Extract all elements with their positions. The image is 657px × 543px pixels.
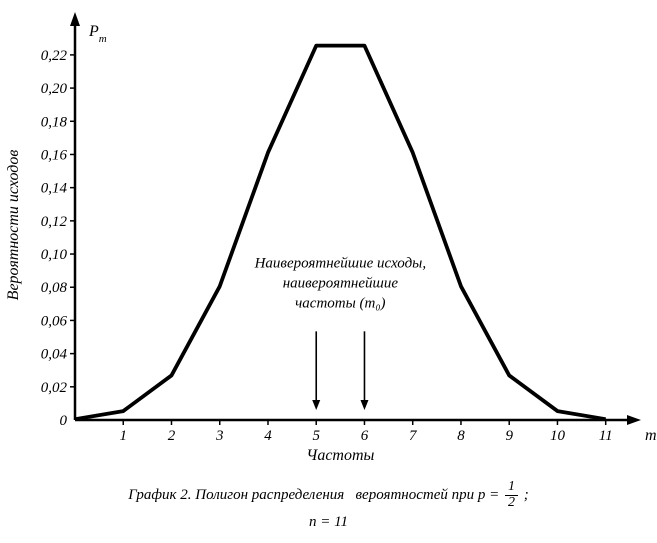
y-tick-label: 0,06 <box>41 313 68 329</box>
x-var-label: m <box>645 427 657 444</box>
y-axis-label: Вероятности исходов <box>5 150 22 301</box>
probability-polygon-chart: 0 0,02 0,04 0,06 0,08 0,10 0,12 0,14 0,16 0,18 0,2… <box>0 0 657 470</box>
figure-caption: График 2. Полигон распределения вероятно… <box>0 480 657 534</box>
y-tick-label: 0,20 <box>41 81 68 97</box>
y-tick-label: 0,08 <box>41 280 68 296</box>
data-series <box>75 46 606 420</box>
x-axis-arrow-icon <box>627 415 641 425</box>
y-tick-label: 0,22 <box>41 48 68 64</box>
x-axis-label: Частоты <box>306 447 374 464</box>
x-tick-label: 7 <box>409 428 418 444</box>
arrow-down-icon <box>312 400 320 410</box>
annotation-line: наивероятнейшие <box>283 275 399 291</box>
caption-line2: n = 11 <box>309 514 348 530</box>
y-tick-label: 0,02 <box>41 380 68 396</box>
x-tick-label: 3 <box>215 428 224 444</box>
x-tick-label: 8 <box>457 428 465 444</box>
x-tick-label: 5 <box>312 428 320 444</box>
y-tick-label: 0,14 <box>41 181 68 197</box>
figure-root: 0 0,02 0,04 0,06 0,08 0,10 0,12 0,14 0,16 0,18 0,2… <box>0 0 657 543</box>
y-tick-label: 0,18 <box>41 114 68 130</box>
y-var-label: Pm <box>88 23 107 45</box>
annotation-line: частоты (m₀) <box>295 295 385 311</box>
annotation-line: Наивероятнейшие исходы, <box>254 255 426 271</box>
x-tick-label: 9 <box>505 428 513 444</box>
x-tick-label: 1 <box>119 428 127 444</box>
y-tick-label: 0,16 <box>41 147 68 163</box>
caption-text: График 2. Полигон распределения вероятно… <box>128 487 529 503</box>
x-tick-label: 2 <box>168 428 176 444</box>
y-tick-label: 0,10 <box>41 247 68 263</box>
x-tick-label: 6 <box>361 428 369 444</box>
y-tick-label: 0,12 <box>41 214 68 230</box>
x-tick-label: 4 <box>264 428 272 444</box>
x-tick-label: 10 <box>550 428 566 444</box>
y-axis-arrow-icon <box>70 12 80 26</box>
y-tick-label: 0,04 <box>41 347 68 363</box>
x-tick-label: 11 <box>599 428 613 444</box>
arrow-down-icon <box>360 400 368 410</box>
y-tick-label: 0 <box>60 413 68 429</box>
